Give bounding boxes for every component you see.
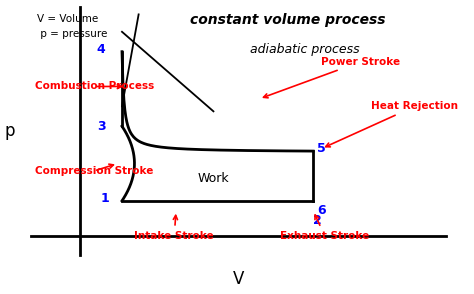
Text: Work: Work [198,172,229,185]
Text: adiabatic process: adiabatic process [250,43,360,56]
Text: 4: 4 [97,43,106,56]
Text: Compression Stroke: Compression Stroke [35,164,153,176]
Text: 5: 5 [317,142,326,155]
Text: 3: 3 [97,120,106,133]
Text: 6: 6 [317,204,326,217]
Text: 1: 1 [101,192,110,205]
Text: constant volume process: constant volume process [191,13,386,27]
Text: Heat Rejection: Heat Rejection [326,101,458,147]
Text: p: p [5,122,15,140]
Text: Intake Stroke: Intake Stroke [135,216,214,240]
Text: Combustion Process: Combustion Process [35,81,154,91]
Text: V: V [233,270,244,288]
Text: Power Stroke: Power Stroke [264,57,401,98]
Text: 2: 2 [313,214,322,227]
Text: Exhaust Stroke: Exhaust Stroke [280,215,369,240]
Text: V = Volume
 p = pressure: V = Volume p = pressure [37,14,107,39]
